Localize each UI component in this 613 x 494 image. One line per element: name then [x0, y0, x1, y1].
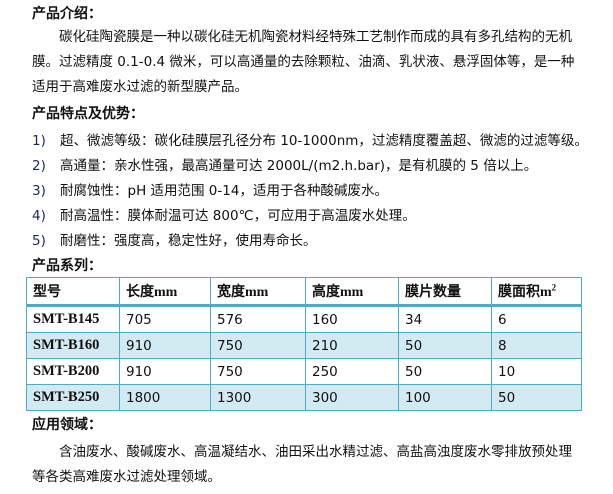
table-cell: 34 — [398, 305, 492, 333]
table-row: SMT-B200 910 750 250 50 10 — [26, 358, 582, 385]
table-row: SMT-B160 910 750 210 50 8 — [26, 332, 582, 359]
col-header: 长度mm — [119, 277, 211, 307]
table-cell: 10 — [491, 358, 582, 385]
table-row: SMT-B250 1800 1300 300 100 50 — [26, 384, 582, 411]
table-cell: 1800 — [119, 384, 211, 411]
table-cell: 1300 — [210, 384, 306, 411]
intro-heading: 产品介绍： — [32, 6, 102, 22]
applications-text: 含油废水、酸碱废水、高温凝结水、油田采出水精过滤、高盐高浊度废水零排放预处理等各… — [32, 444, 572, 485]
table-cell: 576 — [210, 305, 306, 333]
col-header: 宽度mm — [210, 277, 306, 307]
model-cell: SMT-B250 — [26, 384, 120, 411]
table-row: SMT-B145 705 576 160 34 6 — [26, 305, 582, 333]
col-header: 型号 — [26, 277, 120, 307]
feature-item: 4) 耐高温性：膜体耐温可达 800℃，可应用于高温废水处理。 — [32, 204, 416, 224]
table-cell: 50 — [491, 384, 582, 411]
item-number: 5) — [32, 233, 46, 249]
series-heading: 产品系列： — [32, 258, 102, 274]
table-cell: 100 — [398, 384, 492, 411]
col-header: 膜片数量 — [398, 277, 492, 307]
item-text: 耐高温性：膜体耐温可达 800℃，可应用于高温废水处理。 — [60, 208, 416, 224]
model-cell: SMT-B145 — [26, 305, 120, 333]
item-text: 高通量：亲水性强，最高通量可达 2000L/(m2.h.bar)，是有机膜的 5… — [60, 158, 538, 174]
table-cell: 160 — [305, 305, 399, 333]
col-header: 膜面积m2 — [491, 277, 582, 307]
table-cell: 910 — [119, 358, 211, 385]
table-cell: 300 — [305, 384, 399, 411]
model-cell: SMT-B200 — [26, 358, 120, 385]
table-cell: 50 — [398, 332, 492, 359]
intro-text: 碳化硅陶瓷膜是一种以碳化硅无机陶瓷材料经特殊工艺制作而成的具有多孔结构的无机膜。… — [32, 29, 575, 95]
table-cell: 6 — [491, 305, 582, 333]
table-cell: 705 — [119, 305, 211, 333]
feature-item: 3) 耐腐蚀性：pH 适用范围 0-14，适用于各种酸碱废水。 — [32, 179, 388, 199]
item-text: 超、微滤等级：碳化硅膜层孔径分布 10-1000nm，过滤精度覆盖超、微滤的过滤… — [60, 133, 588, 149]
feature-item: 1) 超、微滤等级：碳化硅膜层孔径分布 10-1000nm，过滤精度覆盖超、微滤的… — [32, 129, 588, 149]
col-header: 高度mm — [305, 277, 399, 307]
applications-heading: 应用领域： — [32, 417, 102, 433]
feature-item: 2) 高通量：亲水性强，最高通量可达 2000L/(m2.h.bar)，是有机膜的… — [32, 154, 537, 174]
item-number: 2) — [32, 158, 46, 174]
table-cell: 910 — [119, 332, 211, 359]
table-cell: 750 — [210, 332, 306, 359]
table-cell: 210 — [305, 332, 399, 359]
table-cell: 50 — [398, 358, 492, 385]
table-cell: 250 — [305, 358, 399, 385]
model-cell: SMT-B160 — [26, 332, 120, 359]
features-heading: 产品特点及优势： — [32, 106, 144, 122]
table-header-row: 型号 长度mm 宽度mm 高度mm 膜片数量 膜面积m2 — [26, 277, 582, 307]
item-number: 4) — [32, 208, 46, 224]
item-number: 1) — [32, 133, 46, 149]
feature-item: 5) 耐磨性：强度高，稳定性好，使用寿命长。 — [32, 229, 317, 249]
product-series-table: 型号 长度mm 宽度mm 高度mm 膜片数量 膜面积m2 SMT-B145 705… — [26, 277, 582, 411]
item-text: 耐腐蚀性：pH 适用范围 0-14，适用于各种酸碱废水。 — [60, 183, 388, 199]
item-number: 3) — [32, 183, 46, 199]
table-cell: 8 — [491, 332, 582, 359]
item-text: 耐磨性：强度高，稳定性好，使用寿命长。 — [60, 233, 317, 249]
table-cell: 750 — [210, 358, 306, 385]
